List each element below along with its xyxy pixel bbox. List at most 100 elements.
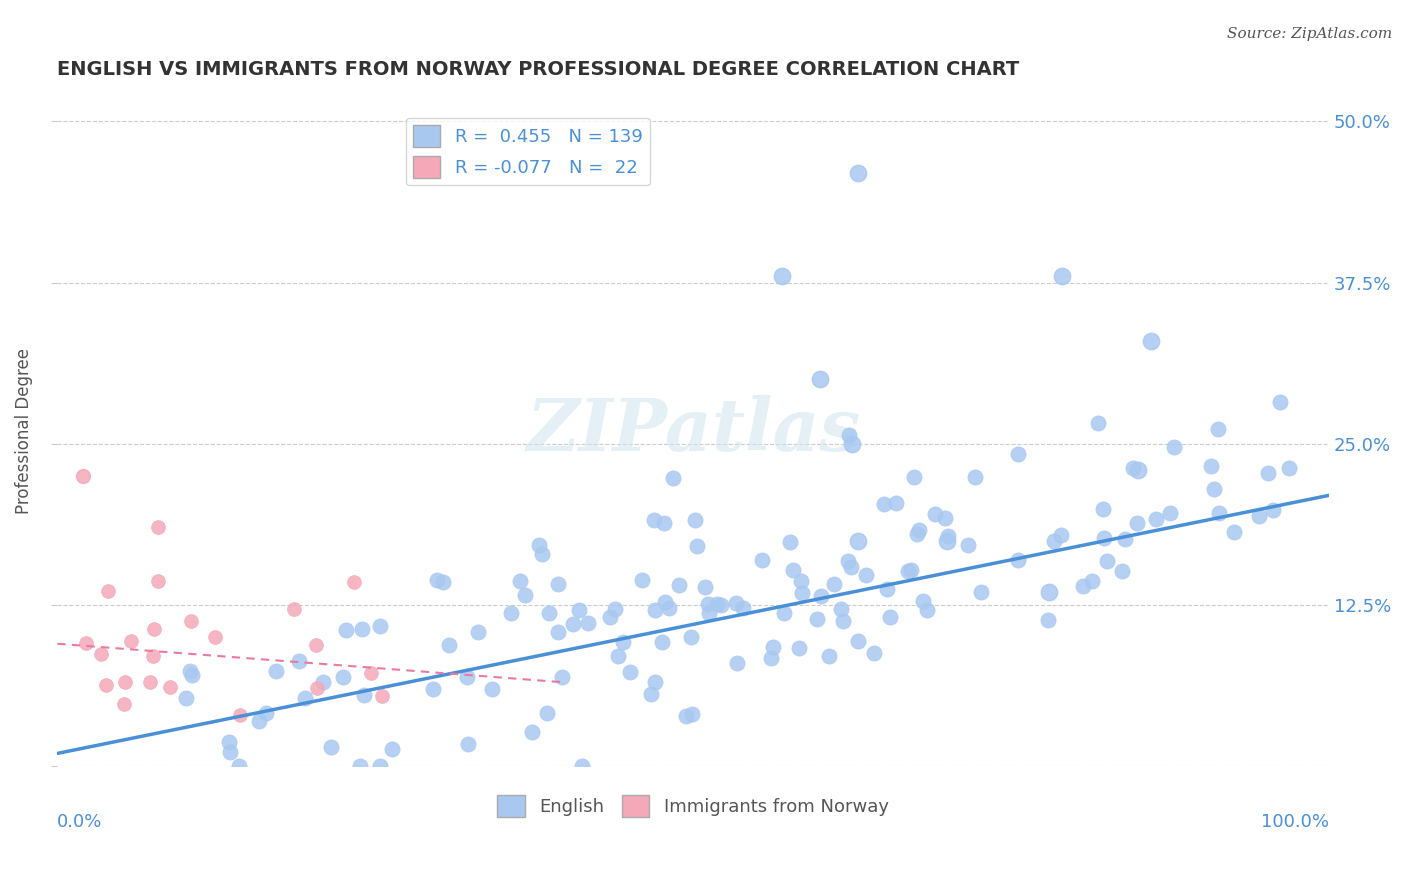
Point	[1043, 533, 1066, 548]
Point	[761, 651, 783, 665]
Point	[75, 636, 97, 650]
Point	[481, 682, 503, 697]
Point	[806, 612, 828, 626]
Point	[353, 688, 375, 702]
Point	[576, 616, 599, 631]
Point	[903, 469, 925, 483]
Point	[1139, 334, 1161, 348]
Point	[915, 603, 938, 617]
Point	[547, 576, 569, 591]
Point	[1038, 613, 1060, 627]
Point	[219, 746, 242, 760]
Point	[1080, 574, 1102, 588]
Point	[90, 647, 112, 661]
Point	[218, 734, 240, 748]
Point	[605, 601, 627, 615]
Point	[651, 635, 673, 649]
Point	[139, 675, 162, 690]
Point	[1144, 512, 1167, 526]
Point	[897, 564, 920, 578]
Point	[1222, 525, 1244, 540]
Point	[1163, 441, 1185, 455]
Point	[810, 589, 832, 603]
Point	[658, 601, 681, 615]
Point	[879, 610, 901, 624]
Point	[1202, 483, 1225, 497]
Point	[1095, 554, 1118, 568]
Point	[288, 654, 311, 668]
Point	[762, 640, 785, 654]
Point	[120, 634, 142, 648]
Point	[662, 471, 685, 485]
Point	[1087, 416, 1109, 430]
Point	[846, 634, 869, 648]
Point	[1071, 579, 1094, 593]
Point	[562, 617, 585, 632]
Point	[294, 690, 316, 705]
Point	[936, 529, 959, 543]
Point	[782, 563, 804, 577]
Point	[905, 527, 928, 541]
Point	[181, 667, 204, 681]
Point	[204, 630, 226, 644]
Point	[254, 706, 277, 720]
Point	[855, 567, 877, 582]
Point	[1126, 516, 1149, 531]
Point	[499, 606, 522, 620]
Point	[312, 675, 335, 690]
Point	[352, 622, 374, 636]
Point	[264, 664, 287, 678]
Point	[1007, 553, 1029, 567]
Point	[706, 597, 728, 611]
Text: ZIPatlas: ZIPatlas	[526, 395, 860, 467]
Point	[817, 648, 839, 663]
Point	[936, 533, 959, 548]
Legend: English, Immigrants from Norway: English, Immigrants from Norway	[491, 788, 896, 824]
Point	[644, 602, 666, 616]
Point	[668, 577, 690, 591]
Point	[686, 539, 709, 553]
Point	[343, 574, 366, 589]
Point	[335, 623, 357, 637]
Point	[319, 740, 342, 755]
Point	[142, 649, 165, 664]
Point	[751, 552, 773, 566]
Point	[422, 681, 444, 696]
Point	[1249, 509, 1271, 524]
Point	[640, 687, 662, 701]
Point	[846, 166, 869, 180]
Point	[368, 619, 391, 633]
Point	[1208, 507, 1230, 521]
Point	[619, 665, 641, 680]
Text: 100.0%: 100.0%	[1261, 814, 1329, 831]
Text: Source: ZipAtlas.com: Source: ZipAtlas.com	[1226, 27, 1392, 41]
Point	[644, 675, 666, 690]
Point	[174, 691, 197, 706]
Point	[1092, 531, 1115, 545]
Point	[509, 574, 531, 588]
Point	[1257, 467, 1279, 481]
Point	[790, 574, 813, 588]
Point	[873, 498, 896, 512]
Point	[654, 595, 676, 609]
Point	[1261, 503, 1284, 517]
Point	[643, 513, 665, 527]
Point	[779, 534, 801, 549]
Point	[307, 681, 329, 695]
Point	[631, 573, 654, 587]
Point	[1111, 564, 1133, 578]
Point	[924, 507, 946, 521]
Point	[229, 708, 252, 723]
Point	[725, 656, 748, 670]
Point	[808, 372, 831, 386]
Point	[908, 523, 931, 537]
Point	[823, 576, 845, 591]
Point	[1268, 394, 1291, 409]
Point	[1091, 502, 1114, 516]
Point	[513, 588, 536, 602]
Point	[146, 520, 169, 534]
Point	[1114, 532, 1136, 546]
Point	[838, 427, 860, 442]
Point	[696, 598, 718, 612]
Point	[675, 708, 697, 723]
